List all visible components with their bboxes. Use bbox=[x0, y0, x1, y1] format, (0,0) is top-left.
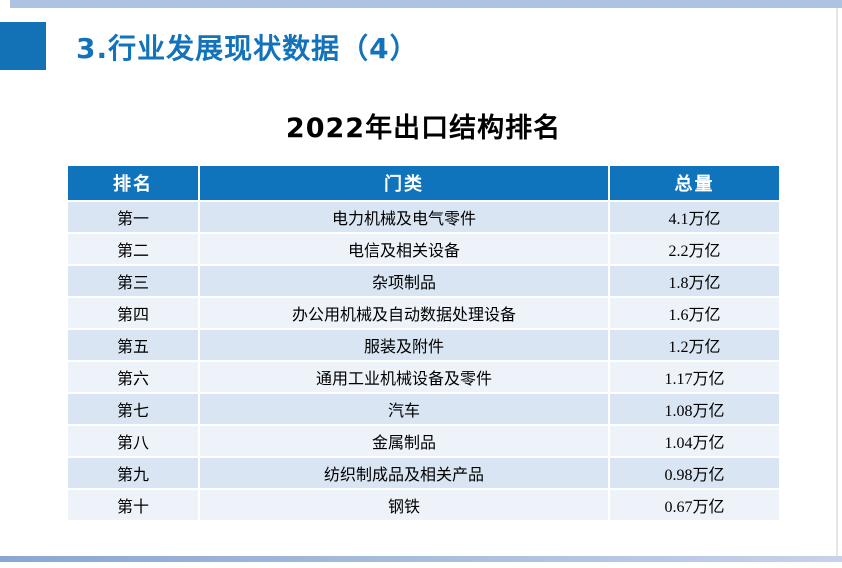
page-title: 3.行业发展现状数据（4） bbox=[76, 32, 419, 65]
total-cell: 1.8万亿 bbox=[610, 266, 779, 296]
total-cell: 1.6万亿 bbox=[610, 298, 779, 328]
rank-cell: 第八 bbox=[68, 426, 198, 456]
total-cell: 1.04万亿 bbox=[610, 426, 779, 456]
table-row: 第九 纺织制成品及相关产品 0.98万亿 bbox=[68, 458, 779, 488]
column-header-rank: 排名 bbox=[68, 166, 198, 200]
rank-cell: 第二 bbox=[68, 234, 198, 264]
category-cell: 钢铁 bbox=[200, 490, 608, 520]
table-body: 第一 电力机械及电气零件 4.1万亿 第二 电信及相关设备 2.2万亿 第三 杂项制品 1.8万… bbox=[68, 202, 779, 520]
rank-cell: 第四 bbox=[68, 298, 198, 328]
total-cell: 1.2万亿 bbox=[610, 330, 779, 360]
table-row: 第五 服装及附件 1.2万亿 bbox=[68, 330, 779, 360]
total-cell: 0.98万亿 bbox=[610, 458, 779, 488]
category-cell: 杂项制品 bbox=[200, 266, 608, 296]
category-cell: 通用工业机械设备及零件 bbox=[200, 362, 608, 392]
ranking-table: 排名 门类 总量 第一 电力机械及电气零件 4.1万亿 第二 电信及相关设备 2.2万亿第… bbox=[68, 166, 779, 520]
rank-cell: 第一 bbox=[68, 202, 198, 232]
total-cell: 1.17万亿 bbox=[610, 362, 779, 392]
category-cell: 电信及相关设备 bbox=[200, 234, 608, 264]
title-accent-square bbox=[0, 22, 46, 70]
table-row: 第七 汽车 1.08万亿 bbox=[68, 394, 779, 424]
table-title: 2022年出口结构排名 bbox=[285, 113, 562, 144]
slide-bottom-accent-bar bbox=[0, 556, 842, 562]
category-cell: 纺织制成品及相关产品 bbox=[200, 458, 608, 488]
slide-top-accent-bar bbox=[10, 0, 842, 8]
rank-cell: 第九 bbox=[68, 458, 198, 488]
table-row: 第四 办公用机械及自动数据处理设备 1.6万亿 bbox=[68, 298, 779, 328]
column-header-total: 总量 bbox=[610, 166, 779, 200]
rank-cell: 第十 bbox=[68, 490, 198, 520]
rank-cell: 第六 bbox=[68, 362, 198, 392]
rank-cell: 第七 bbox=[68, 394, 198, 424]
category-cell: 电力机械及电气零件 bbox=[200, 202, 608, 232]
table-row: 第一 电力机械及电气零件 4.1万亿 bbox=[68, 202, 779, 232]
table-row: 第二 电信及相关设备 2.2万亿 bbox=[68, 234, 779, 264]
rank-cell: 第三 bbox=[68, 266, 198, 296]
category-cell: 服装及附件 bbox=[200, 330, 608, 360]
total-cell: 1.08万亿 bbox=[610, 394, 779, 424]
slide-right-edge-line bbox=[836, 8, 838, 556]
table-header-row: 排名 门类 总量 bbox=[68, 166, 779, 200]
total-cell: 0.67万亿 bbox=[610, 490, 779, 520]
total-cell: 2.2万亿 bbox=[610, 234, 779, 264]
rank-cell: 第五 bbox=[68, 330, 198, 360]
total-cell: 4.1万亿 bbox=[610, 202, 779, 232]
category-cell: 汽车 bbox=[200, 394, 608, 424]
table-row: 第八 金属制品 1.04万亿 bbox=[68, 426, 779, 456]
table-row: 第六 通用工业机械设备及零件 1.17万亿 bbox=[68, 362, 779, 392]
column-header-category: 门类 bbox=[200, 166, 608, 200]
category-cell: 办公用机械及自动数据处理设备 bbox=[200, 298, 608, 328]
category-cell: 金属制品 bbox=[200, 426, 608, 456]
table-row: 第三 杂项制品 1.8万亿 bbox=[68, 266, 779, 296]
table-row: 第十 钢铁 0.67万亿 bbox=[68, 490, 779, 520]
